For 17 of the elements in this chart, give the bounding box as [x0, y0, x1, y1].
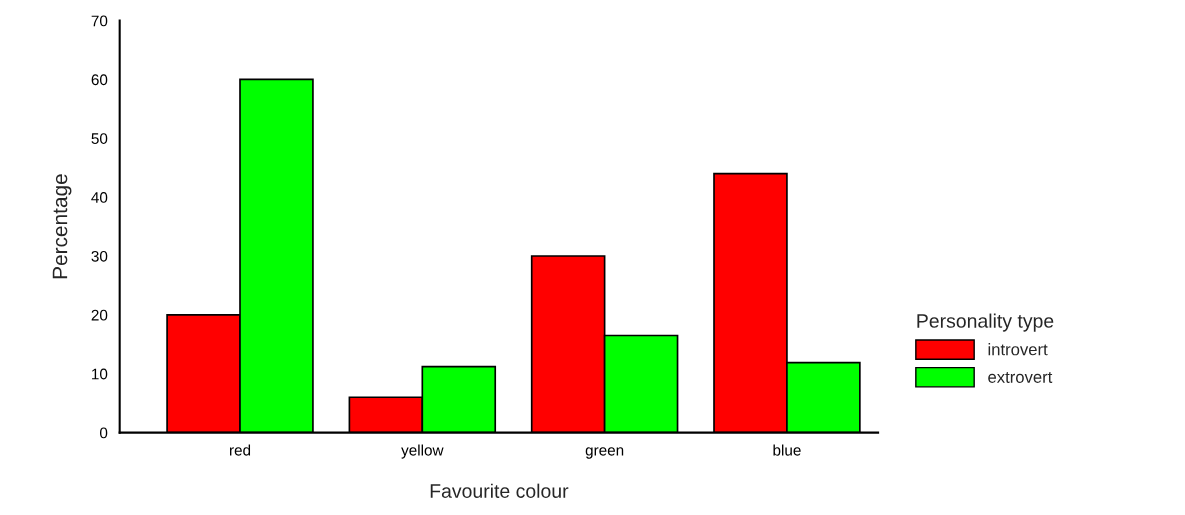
y-tick-label: 0 — [99, 427, 108, 439]
legend-label: extrovert — [988, 371, 1053, 383]
legend-label: introvert — [988, 343, 1048, 356]
y-tick-label: 60 — [91, 74, 108, 86]
y-tick-label: 10 — [92, 368, 108, 380]
x-tick-label: green — [585, 447, 624, 459]
legend-title: Personality type — [917, 313, 1054, 332]
y-axis-title: Percentage — [52, 174, 72, 279]
y-tick-label: 40 — [91, 192, 108, 203]
y-tick-label: 20 — [91, 309, 108, 321]
y-tick-label: 30 — [91, 250, 108, 262]
x-tick-label: yellow — [401, 444, 444, 459]
y-tick-label: 50 — [91, 133, 108, 144]
y-tick-label: 70 — [91, 15, 108, 27]
x-axis-title: Favourite colour — [430, 483, 569, 498]
x-tick-label: red — [229, 444, 251, 456]
x-tick-label: blue — [773, 444, 801, 456]
